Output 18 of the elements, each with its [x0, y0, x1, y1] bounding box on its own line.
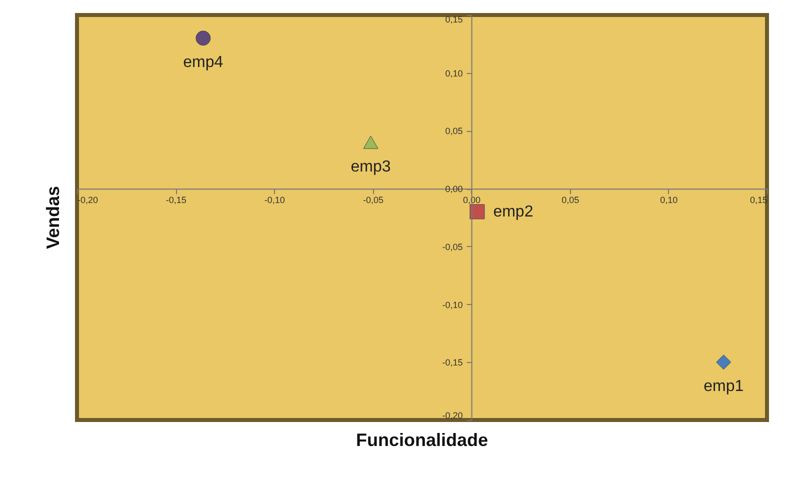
x-tick-label: -0,10: [264, 195, 285, 206]
series-label: emp3: [350, 158, 391, 176]
x-axis-title: Funcionalidade: [356, 430, 488, 450]
x-tick-label: -0,05: [362, 195, 384, 206]
series-label: emp1: [704, 378, 744, 396]
y-tick-label: -0,05: [442, 242, 463, 252]
y-tick-label: 0,05: [445, 126, 463, 136]
x-tick-label: 0,10: [660, 195, 678, 206]
x-tick-label: 0,05: [562, 195, 580, 206]
y-tick-label: -0,15: [442, 358, 463, 368]
y-tick-label: -0,10: [442, 300, 463, 310]
y-axis-title: Vendas: [43, 186, 63, 250]
y-tick-label: -0,20: [442, 410, 463, 420]
y-tick-label: 0,10: [445, 68, 463, 78]
y-tick-label: 0,15: [445, 14, 463, 24]
x-tick-label: -0,15: [166, 195, 186, 206]
series-label: emp2: [493, 204, 534, 221]
series-label: emp4: [183, 54, 224, 72]
